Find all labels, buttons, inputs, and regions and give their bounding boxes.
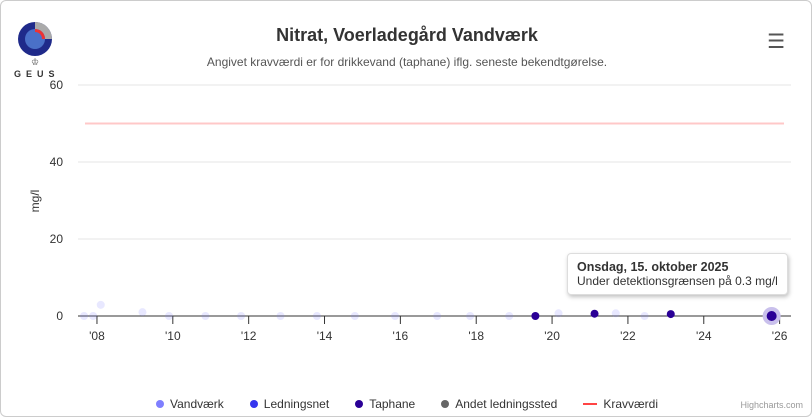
- data-point-vandværk: [611, 309, 620, 318]
- data-point-vandværk: [640, 312, 649, 320]
- x-tick-label: '08: [89, 329, 105, 343]
- svg-text:♔: ♔: [31, 57, 39, 67]
- legend-symbol: [355, 400, 364, 408]
- data-point-vandværk: [433, 312, 442, 320]
- legend-item[interactable]: Kravværdi: [583, 397, 658, 411]
- x-tick-label: '20: [544, 329, 560, 343]
- data-point-vandværk: [350, 312, 359, 320]
- y-axis-label: mg/l: [28, 190, 42, 213]
- data-point-vandværk: [466, 312, 475, 320]
- x-tick-label: '12: [241, 329, 257, 343]
- data-point-vandværk: [165, 312, 174, 320]
- plot-area: 0 20 40 60 '08 '10 '12 '14 '16 '18 '20 '22 '24 '26 mg/…: [28, 78, 791, 343]
- legend-symbol: [583, 403, 598, 405]
- data-point-vandværk: [138, 308, 147, 317]
- legend-item[interactable]: Vandværk: [155, 397, 224, 411]
- x-tick-label: '26: [772, 329, 788, 343]
- data-point-vandværk: [276, 312, 285, 320]
- credit-link[interactable]: Highcharts.com: [740, 400, 803, 410]
- x-tick-label: '24: [696, 329, 712, 343]
- data-point-vandværk: [391, 312, 400, 320]
- legend-symbol: [249, 400, 258, 408]
- x-tick-label: '16: [393, 329, 409, 343]
- x-tick-label: '14: [317, 329, 333, 343]
- data-point-vandværk: [312, 312, 321, 320]
- chart-title: Nitrat, Voerladegård Vandværk: [276, 25, 538, 45]
- data-point-vandværk: [237, 312, 246, 320]
- legend-item[interactable]: Taphane: [355, 397, 415, 411]
- y-tick-label: 0: [56, 309, 63, 323]
- data-point-vandværk: [80, 312, 89, 320]
- x-tick-label: '10: [165, 329, 181, 343]
- tooltip-title: Onsdag, 15. oktober 2025: [577, 260, 729, 274]
- data-point-vandværk: [96, 300, 105, 309]
- y-tick-label: 40: [50, 155, 64, 169]
- tooltip-body: Under detektionsgrænsen på 0.3 mg/l: [577, 274, 778, 288]
- legend-label: Andet ledningssted: [455, 397, 558, 411]
- legend-symbol: [441, 400, 450, 408]
- data-point-taphane: [531, 312, 540, 320]
- logo-text: GEUS: [14, 69, 60, 79]
- legend-label: Kravværdi: [603, 397, 658, 411]
- data-point-vandværk: [505, 312, 514, 320]
- legend-label: Ledningsnet: [263, 397, 330, 411]
- x-tick-label: '18: [468, 329, 484, 343]
- x-tick-label: '22: [620, 329, 636, 343]
- legend-label: Taphane: [369, 397, 416, 411]
- legend-item[interactable]: Andet ledningssted: [441, 397, 557, 411]
- data-point-taphane: [766, 311, 777, 321]
- legend-item[interactable]: Ledningsnet: [249, 397, 330, 411]
- legend-symbol: [155, 400, 164, 408]
- tooltip: Onsdag, 15. oktober 2025 Under detektions…: [567, 253, 788, 295]
- data-point-taphane: [666, 310, 675, 319]
- data-point-vandværk: [89, 312, 98, 320]
- data-point-vandværk: [201, 312, 210, 320]
- legend-label: Vandværk: [169, 397, 224, 411]
- data-point-vandværk: [554, 309, 563, 318]
- y-tick-label: 60: [50, 78, 64, 92]
- data-point-taphane: [590, 309, 599, 318]
- hamburger-icon[interactable]: ☰: [767, 31, 785, 53]
- legend: Vandværk Ledningsnet Taphane Andet lednings…: [1, 397, 811, 411]
- chart-subtitle: Angivet kravværdi er for drikkevand (tap…: [206, 55, 608, 69]
- y-tick-label: 20: [50, 232, 64, 246]
- geus-logo: ♔: [18, 22, 52, 67]
